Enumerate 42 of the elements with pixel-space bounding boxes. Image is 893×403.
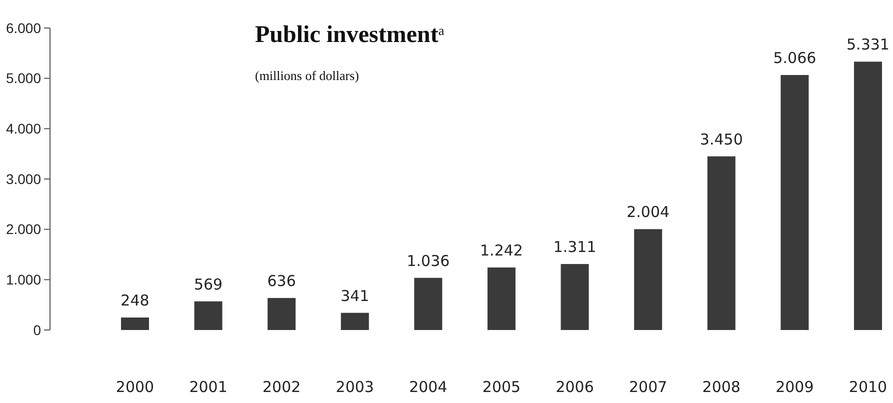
bar	[340, 312, 369, 330]
data-label: 1.036	[406, 252, 450, 270]
x-tick-label: 2004	[409, 378, 448, 396]
bar	[780, 75, 809, 330]
data-label: 1.311	[553, 238, 596, 256]
x-tick-label: 2009	[776, 378, 814, 396]
y-tick-label: 6.000	[6, 20, 42, 36]
data-label: 5.331	[846, 36, 890, 54]
y-tick-label: 5.000	[6, 70, 42, 86]
data-label: 1.242	[480, 241, 523, 260]
x-tick-label: 2006	[556, 378, 594, 396]
bar	[854, 62, 882, 330]
data-label: 5.066	[773, 49, 816, 68]
bar	[121, 318, 149, 330]
bar	[634, 229, 662, 330]
x-tick-label: 2010	[848, 378, 888, 396]
x-tick-label: 2002	[262, 378, 301, 396]
data-label: 3.450	[700, 130, 743, 148]
chart-title: Public investment$^{a}$	[255, 22, 444, 48]
text: (millions of dollars)	[255, 68, 359, 83]
x-tick-label: 2007	[629, 378, 668, 396]
bar	[414, 278, 442, 330]
x-tick-label: 2008	[702, 378, 740, 396]
data-label: 341	[340, 286, 370, 305]
y-tick-label: 1.000	[6, 272, 42, 288]
data-label: 636	[267, 272, 296, 290]
bar	[488, 267, 516, 330]
x-tick-label: 2001	[189, 378, 228, 396]
bar	[560, 264, 589, 330]
data-label: 2.004	[626, 203, 670, 222]
y-tick-label: 3.000	[6, 170, 42, 187]
x-tick-label: 2003	[336, 378, 374, 396]
x-tick-label: 2000	[116, 378, 154, 396]
y-tick-label: 2.000	[6, 221, 42, 238]
bar	[268, 298, 296, 330]
data-label: 248	[120, 292, 150, 310]
y-tick-label: 4.000	[6, 120, 42, 137]
bar	[194, 301, 222, 330]
x-tick-label: 2005	[482, 378, 521, 396]
bar	[707, 156, 736, 330]
y-tick-label: 0	[33, 322, 42, 338]
data-label: 569	[194, 275, 223, 294]
